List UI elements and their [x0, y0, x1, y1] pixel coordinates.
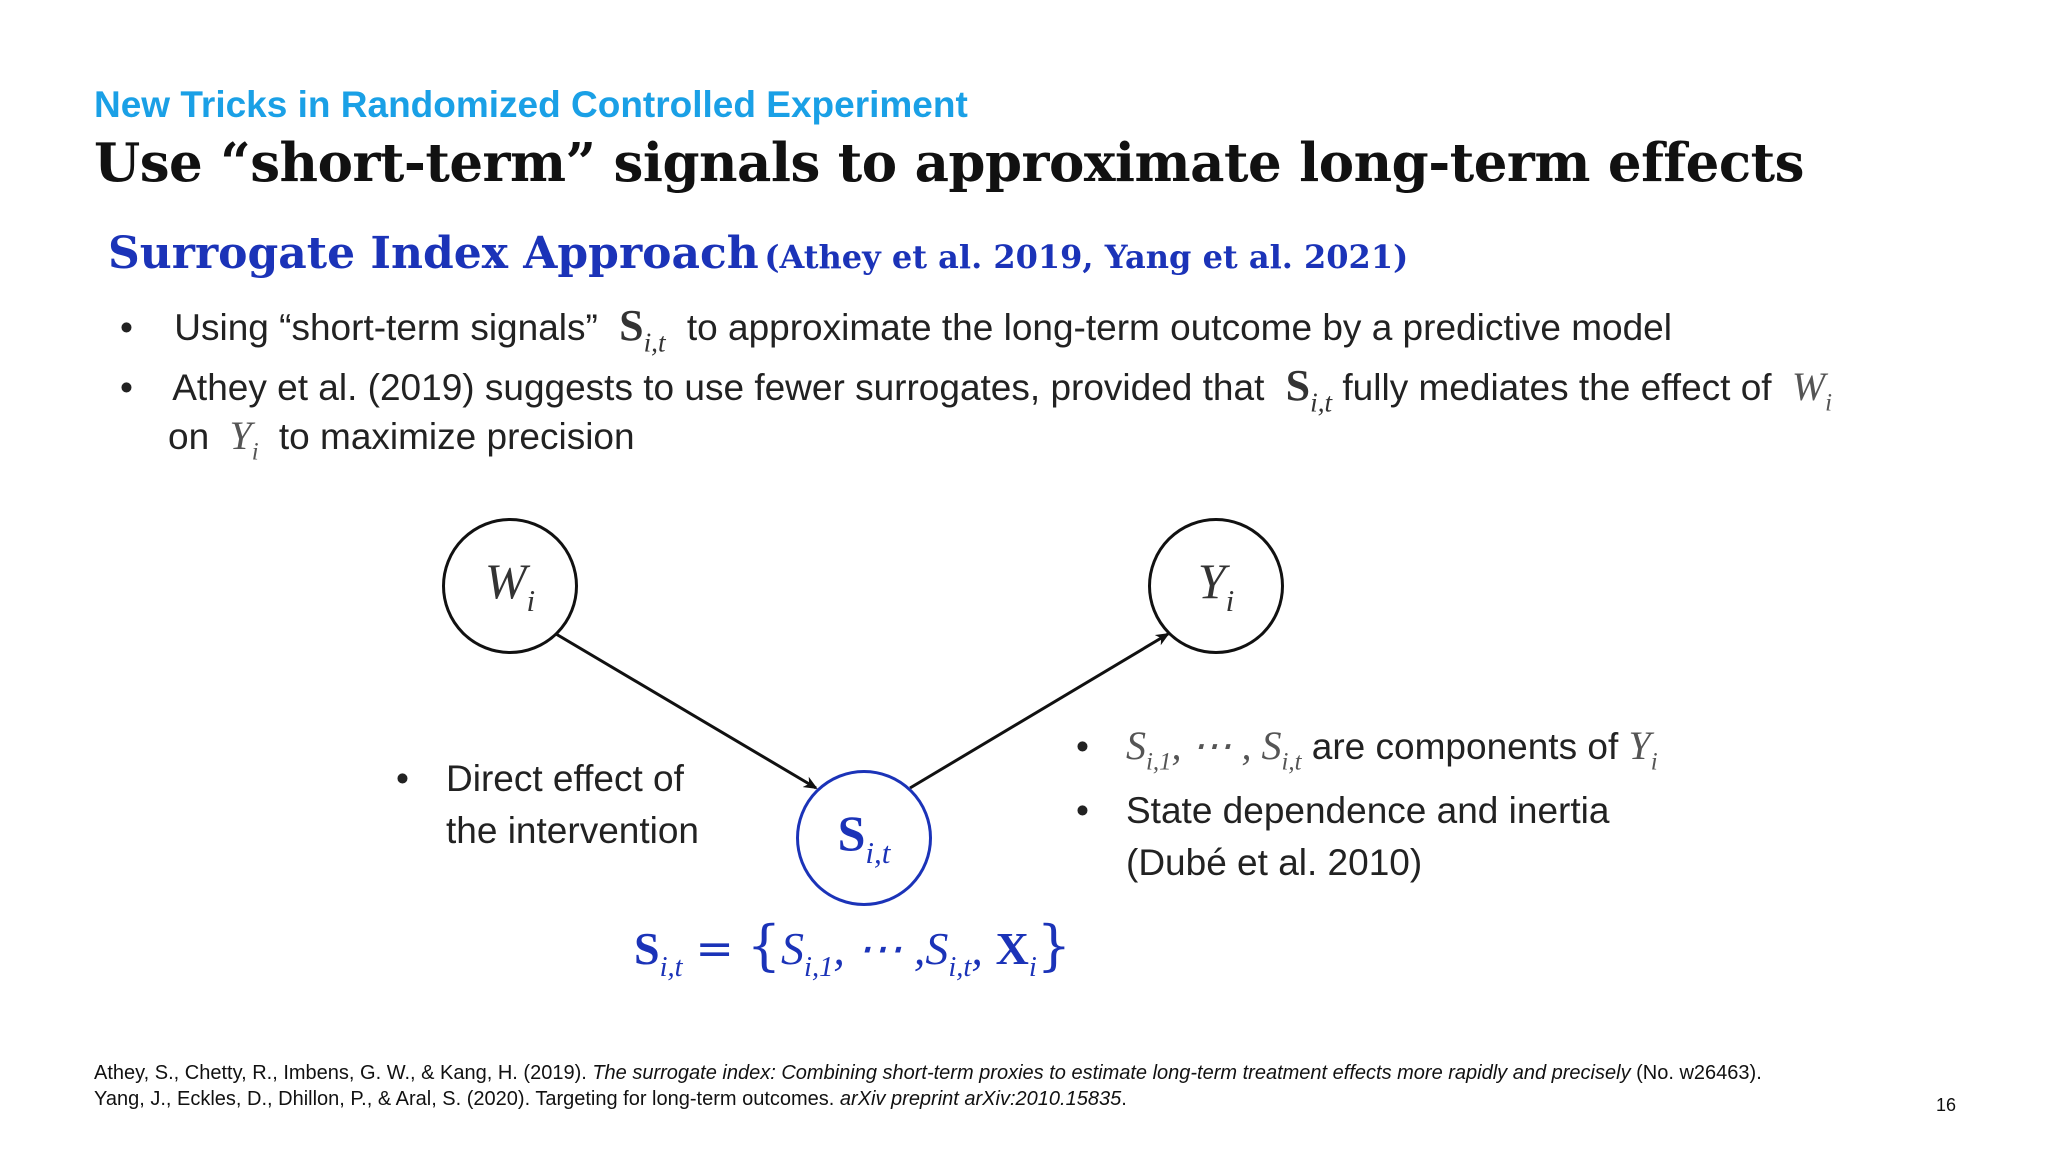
- page-number: 16: [1936, 1095, 1957, 1115]
- state-dependence-line: State dependence and inertia: [1126, 790, 1610, 831]
- bullet-2-text-before: Athey et al. (2019) suggests to use fewe…: [172, 367, 1265, 408]
- components-line: Si,1, ⋯ , Si,t are components of Yi: [1126, 722, 1658, 776]
- surrogate-set-formula: Si,t = {Si,1, ⋯ ,Si,t, Xi}: [634, 914, 1072, 983]
- bullet-dot: •: [120, 367, 133, 408]
- math-s-sequence: Si,1, ⋯ , Si,t: [1126, 723, 1302, 776]
- bullet-1-text-before: Using “short-term signals”: [174, 307, 598, 348]
- math-w-i: Wi: [1791, 364, 1833, 417]
- bullet-2-line-2: on Yi to maximize precision: [168, 412, 635, 466]
- node-y-i: Yi: [1148, 518, 1284, 654]
- section-citation: (Athey et al. 2019, Yang et al. 2021): [764, 238, 1409, 276]
- direct-effect-line-2: the intervention: [446, 810, 700, 851]
- section-heading: Surrogate Index Approach (Athey et al. 2…: [108, 228, 1408, 279]
- section-heading-text: Surrogate Index Approach: [108, 228, 759, 279]
- node-s-it: Si,t: [796, 770, 932, 906]
- bullet-1-text-after: to approximate the long-term outcome by …: [686, 307, 1672, 348]
- components-text: are components of: [1311, 726, 1619, 767]
- node-s-label: Si,t: [837, 805, 891, 871]
- bullet-1: • Using “short-term signals” Si,t to app…: [120, 300, 1672, 358]
- bullet-2-line2-after: to maximize precision: [278, 416, 635, 457]
- math-s-it: Si,t: [619, 301, 666, 358]
- bullet-dot: •: [396, 758, 409, 799]
- bullet-dot: •: [1076, 726, 1089, 767]
- node-y-label: Yi: [1197, 553, 1235, 619]
- math-s-it: Si,t: [1285, 361, 1333, 418]
- bullet-dot: •: [1076, 790, 1089, 831]
- dube-citation-line: (Dubé et al. 2010): [1126, 842, 1423, 883]
- arrow-s-to-y: [909, 632, 1170, 790]
- math-y-i: Yi: [1628, 723, 1658, 776]
- arrow-w-to-s: [555, 632, 818, 790]
- bullet-2-line2-before: on: [168, 416, 210, 457]
- reference-1: Athey, S., Chetty, R., Imbens, G. W., & …: [94, 1062, 1762, 1084]
- math-y-i: Yi: [229, 413, 259, 466]
- reference-2: Yang, J., Eckles, D., Dhillon, P., & Ara…: [94, 1088, 1127, 1110]
- node-w-label: Wi: [484, 553, 536, 619]
- node-w-i: Wi: [442, 518, 578, 654]
- slide-kicker: New Tricks in Randomized Controlled Expe…: [94, 84, 968, 125]
- direct-effect-line-1: Direct effect of: [446, 758, 684, 799]
- bullet-2: • Athey et al. (2019) suggests to use fe…: [120, 360, 1832, 418]
- slide-title: Use “short-term” signals to approximate …: [94, 132, 1805, 194]
- bullet-2-text-middle: fully mediates the effect of: [1342, 367, 1772, 408]
- bullet-dot: •: [120, 307, 133, 348]
